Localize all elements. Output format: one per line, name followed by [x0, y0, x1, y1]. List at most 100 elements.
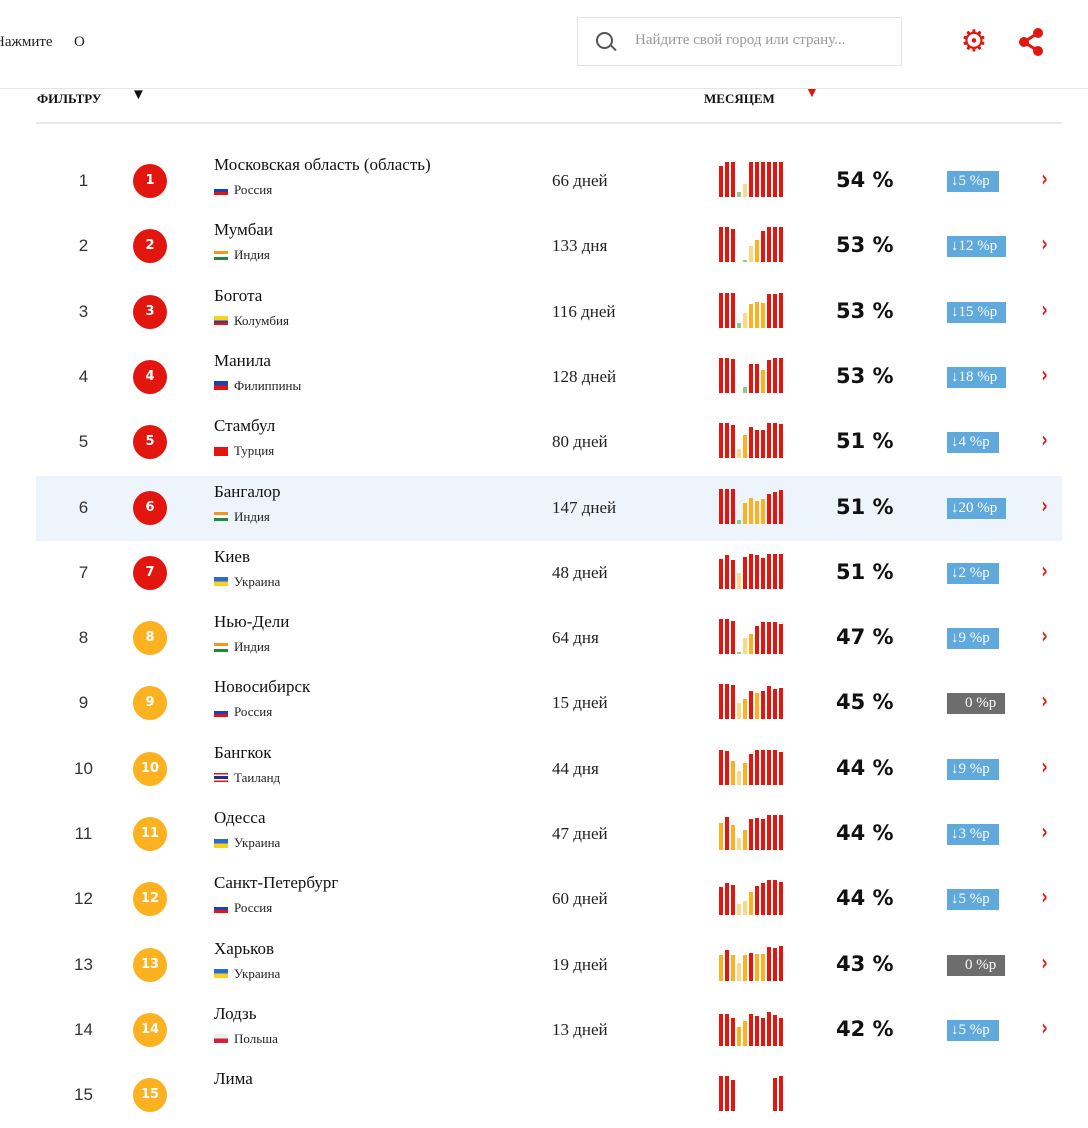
table-row[interactable]: 3 3 Богота Колумбия 116 дней 53 % ↓15 %p… — [36, 280, 1062, 345]
chevron-right-icon[interactable]: › — [1041, 1015, 1048, 1041]
flag-icon — [214, 903, 228, 913]
chevron-right-icon[interactable]: › — [1041, 167, 1048, 192]
flag-icon — [214, 838, 228, 848]
chevron-right-icon[interactable]: › — [1041, 754, 1048, 780]
sparkline-bar — [779, 687, 783, 720]
chevron-right-icon[interactable]: › — [1041, 624, 1048, 650]
rank-number: 13 — [74, 954, 93, 974]
sparkline-bar — [743, 699, 747, 720]
city-name[interactable]: Мумбаи — [214, 220, 274, 240]
sparkline-bar — [743, 638, 747, 655]
sort-arrow-icon[interactable]: ▼ — [805, 86, 819, 101]
rank-badge: 5 — [133, 425, 167, 460]
share-icon[interactable] — [1016, 27, 1046, 57]
chevron-right-icon[interactable]: › — [1041, 558, 1048, 584]
sparkline-bar — [749, 891, 753, 916]
sparkline-bar — [737, 838, 741, 850]
days-count: 60 дней — [552, 889, 608, 909]
rank-number: 3 — [78, 301, 89, 321]
country: Украина — [214, 574, 280, 590]
table-row[interactable]: 10 10 Бангкок Таиланд 44 дня 44 % ↓9 %p … — [36, 737, 1062, 802]
sparkline-bar — [773, 162, 777, 197]
city-name[interactable]: Московская область (область) — [214, 155, 431, 174]
chevron-right-icon[interactable]: › — [1041, 297, 1048, 323]
table-row[interactable]: 6 6 Бангалор Индия 147 дней 51 % ↓20 %p … — [36, 475, 1062, 541]
sparkline-bar — [725, 227, 729, 263]
chevron-right-icon[interactable]: › — [1041, 428, 1048, 454]
table-row[interactable]: 8 8 Нью-Дели Индия 64 дня 47 % ↓9 %p › — [36, 606, 1062, 671]
column-header-month[interactable]: МЕСЯЦЕМ — [704, 91, 775, 106]
table-row[interactable]: 9 9 Новосибирск Россия 15 дней 45 % 0 %p… — [36, 671, 1062, 736]
chevron-right-icon[interactable]: › — [1041, 820, 1048, 845]
sparkline-bar — [737, 652, 741, 655]
sparkline-bar — [749, 753, 753, 785]
column-header-filter[interactable]: ФИЛЬТРУ — [37, 91, 102, 106]
sparkline-bar — [743, 312, 747, 328]
city-name[interactable]: Новосибирск — [214, 677, 311, 697]
country-name: Таиланд — [234, 769, 281, 785]
chevron-right-icon[interactable]: › — [1041, 232, 1048, 258]
city-name[interactable]: Киев — [214, 546, 251, 566]
change-badge: ↓12 %p — [947, 236, 1007, 258]
city-name[interactable]: Одесса — [214, 808, 266, 827]
sparkline-bar — [749, 427, 753, 459]
country-name: Турция — [234, 443, 275, 459]
city-name[interactable]: Харьков — [214, 938, 274, 958]
table-row[interactable]: 12 12 Санкт-Петербург Россия 60 дней 44 … — [36, 867, 1062, 932]
flag-icon — [214, 969, 228, 979]
gear-icon[interactable]: ⚙ — [960, 25, 988, 58]
sparkline-bar — [725, 554, 729, 589]
sparkline-bar — [761, 749, 765, 785]
chevron-right-icon[interactable]: › — [1041, 689, 1048, 715]
chevron-right-icon[interactable]: › — [1041, 362, 1048, 388]
monthly-sparkline — [719, 815, 783, 850]
city-name[interactable]: Манила — [214, 350, 271, 370]
change-badge: ↓5 %p — [947, 1019, 999, 1041]
sparkline-bar — [761, 621, 765, 655]
table-row[interactable]: 13 13 Харьков Украина 19 дней 43 % 0 %p … — [36, 933, 1062, 998]
table-row[interactable]: 5 5 Стамбул Турция 80 дней 51 % ↓4 %p › — [36, 410, 1062, 475]
sparkline-bar — [719, 955, 723, 981]
sparkline-bar — [743, 900, 747, 916]
country: Польша — [214, 1031, 278, 1047]
sparkline-bar — [731, 292, 735, 328]
sparkline-bar — [761, 558, 765, 589]
monthly-sparkline — [719, 1076, 783, 1112]
sparkline-bar — [749, 818, 753, 850]
table-row[interactable]: 14 14 Лодзь Польша 13 дней 42 % ↓5 %p › — [36, 998, 1062, 1063]
congestion-percent: 51 % — [836, 494, 894, 519]
days-count: 13 дней — [552, 1019, 608, 1039]
search-box[interactable] — [577, 17, 902, 66]
rank-number: 14 — [74, 1019, 93, 1039]
table-row[interactable]: 15 15 Лима — [36, 1063, 1062, 1128]
rank-number: 4 — [78, 366, 89, 386]
city-name[interactable]: Богота — [214, 285, 263, 305]
city-name[interactable]: Нью-Дели — [214, 612, 290, 632]
city-name[interactable]: Бангалор — [214, 481, 281, 501]
table-row[interactable]: 2 2 Мумбаи Индия 133 дня 53 % ↓12 %p › — [36, 214, 1062, 279]
city-name[interactable]: Стамбул — [214, 416, 276, 436]
rank-number: 12 — [74, 889, 93, 909]
table-row[interactable]: 4 4 Манила Филиппины 128 дней 53 % ↓18 %… — [36, 345, 1062, 410]
monthly-sparkline — [719, 292, 783, 328]
change-badge: ↓15 %p — [947, 301, 1007, 323]
chevron-right-icon[interactable]: › — [1041, 493, 1048, 519]
sparkline-bar — [743, 386, 747, 393]
monthly-sparkline — [719, 357, 783, 393]
chevron-right-icon[interactable]: › — [1041, 885, 1048, 911]
city-name[interactable]: Лима — [214, 1069, 253, 1089]
sort-arrow-icon[interactable]: ▼ — [131, 87, 146, 103]
city-name[interactable]: Лодзь — [214, 1003, 257, 1023]
sparkline-bar — [767, 359, 771, 393]
country-name: Филиппины — [234, 377, 302, 393]
sparkline-bar — [779, 293, 783, 328]
table-row[interactable]: 7 7 Киев Украина 48 дней 51 % ↓2 %p › — [36, 541, 1062, 606]
table-row[interactable]: 11 11 Одесса Украина 47 дней 44 % ↓3 %p … — [36, 802, 1062, 867]
sparkline-bar — [761, 230, 765, 263]
chevron-right-icon[interactable]: › — [1041, 950, 1048, 976]
search-input[interactable] — [633, 31, 887, 50]
city-name[interactable]: Бангкок — [214, 742, 272, 762]
city-name[interactable]: Санкт-Петербург — [214, 873, 339, 893]
table-row[interactable]: 1 1 Московская область (область) Россия … — [36, 149, 1062, 214]
country: Таиланд — [214, 770, 280, 786]
